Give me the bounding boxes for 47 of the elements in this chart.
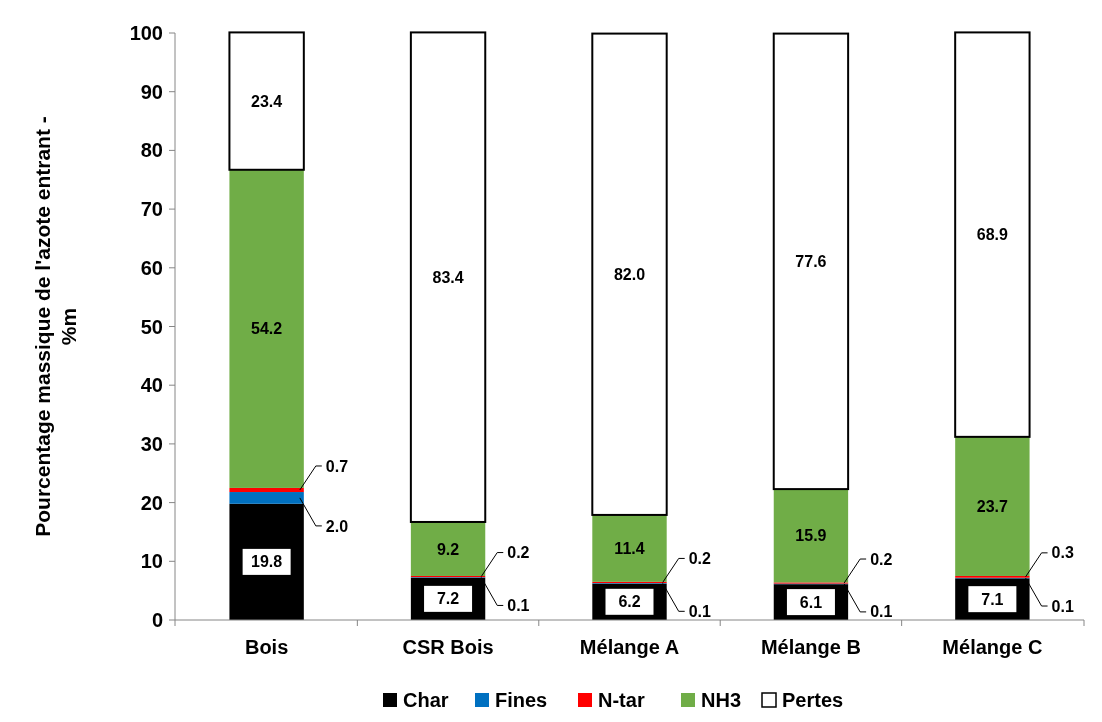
data-label: 15.9 bbox=[795, 527, 827, 545]
data-label: 23.4 bbox=[251, 92, 283, 110]
legend-label: Pertes bbox=[782, 689, 844, 711]
data-label: 0.3 bbox=[1051, 544, 1074, 562]
y-tick-label: 70 bbox=[140, 198, 163, 221]
data-label: 83.4 bbox=[432, 268, 464, 286]
data-label: 9.2 bbox=[436, 540, 460, 558]
y-tick-label: 100 bbox=[129, 22, 163, 44]
data-label: 0.7 bbox=[325, 457, 349, 475]
data-label: 77.6 bbox=[795, 252, 827, 270]
y-tick-label: 80 bbox=[140, 139, 163, 162]
legend-label: N-tar bbox=[598, 689, 645, 711]
y-tick-label: 10 bbox=[140, 550, 163, 573]
data-label: 6.2 bbox=[618, 593, 641, 611]
y-tick-label: 20 bbox=[140, 491, 163, 514]
data-label: 7.1 bbox=[981, 590, 1004, 608]
data-label: 0.2 bbox=[870, 550, 893, 568]
data-label: 0.2 bbox=[507, 544, 530, 562]
data-label: 0.1 bbox=[688, 602, 712, 620]
data-label: 23.7 bbox=[976, 498, 1009, 516]
data-label: 82.0 bbox=[613, 265, 646, 283]
y-tick-label: 40 bbox=[140, 374, 163, 397]
data-label: 0.1 bbox=[1051, 597, 1074, 615]
y-tick-label: 30 bbox=[140, 432, 163, 455]
data-label: 19.8 bbox=[251, 553, 283, 571]
x-tick-label: Mélange B bbox=[760, 636, 861, 658]
x-tick-label: Mélange C bbox=[942, 636, 1043, 658]
data-label: 11.4 bbox=[614, 539, 645, 557]
y-tick-label: 50 bbox=[140, 315, 163, 338]
data-label: 0.2 bbox=[688, 550, 712, 568]
data-label: 68.9 bbox=[976, 226, 1009, 244]
legend-label: Fines bbox=[495, 689, 548, 711]
x-tick-label: CSR Bois bbox=[402, 636, 494, 658]
x-tick-label: Bois bbox=[244, 636, 289, 658]
legend-label: NH3 bbox=[701, 689, 742, 711]
data-label: 2.0 bbox=[325, 517, 349, 535]
y-tick-label: 90 bbox=[140, 80, 163, 103]
y-axis-title: Pourcentage massique de l'azote entrant - %m bbox=[30, 116, 81, 537]
data-label: 6.1 bbox=[799, 593, 823, 611]
data-label: 54.2 bbox=[251, 320, 283, 338]
data-label: 7.2 bbox=[436, 590, 460, 608]
legend-label: Char bbox=[403, 689, 449, 711]
data-label: 0.1 bbox=[870, 603, 893, 621]
y-tick-label: 0 bbox=[151, 609, 163, 631]
data-label: 0.1 bbox=[507, 597, 530, 615]
y-tick-label: 60 bbox=[140, 256, 163, 279]
x-tick-label: Mélange A bbox=[579, 636, 680, 658]
